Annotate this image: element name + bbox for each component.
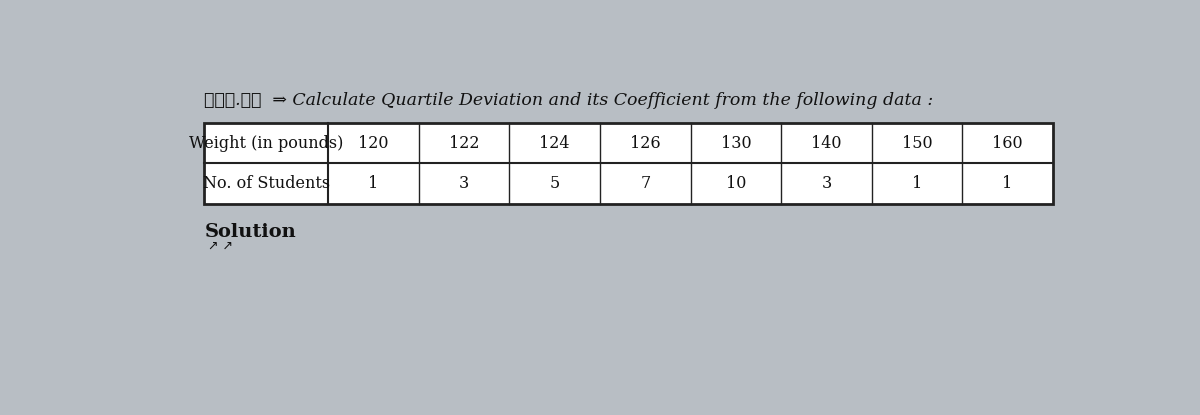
Text: 5: 5 (550, 175, 560, 192)
Text: Solution: Solution (204, 223, 296, 241)
Text: ↗ ↗: ↗ ↗ (208, 240, 233, 253)
Text: 1: 1 (368, 175, 379, 192)
Text: 120: 120 (359, 134, 389, 151)
Text: 1: 1 (1002, 175, 1013, 192)
Text: 10: 10 (726, 175, 746, 192)
Text: No. of Students: No. of Students (203, 175, 330, 192)
Text: Weight (in pounds): Weight (in pounds) (190, 134, 343, 151)
Text: 160: 160 (992, 134, 1022, 151)
Text: 140: 140 (811, 134, 841, 151)
Text: 3: 3 (821, 175, 832, 192)
Text: 150: 150 (901, 134, 932, 151)
Text: 126: 126 (630, 134, 660, 151)
Text: 122: 122 (449, 134, 479, 151)
Bar (204, 123, 1052, 204)
Bar (204, 123, 1052, 204)
Text: 3: 3 (458, 175, 469, 192)
Text: 124: 124 (540, 134, 570, 151)
Text: سِن.ِن  ⇒ Calculate Quartile Deviation and its Coefficient from the following da: سِن.ِن ⇒ Calculate Quartile Deviation an… (204, 92, 934, 109)
Text: 130: 130 (720, 134, 751, 151)
Text: 7: 7 (640, 175, 650, 192)
Text: 1: 1 (912, 175, 922, 192)
